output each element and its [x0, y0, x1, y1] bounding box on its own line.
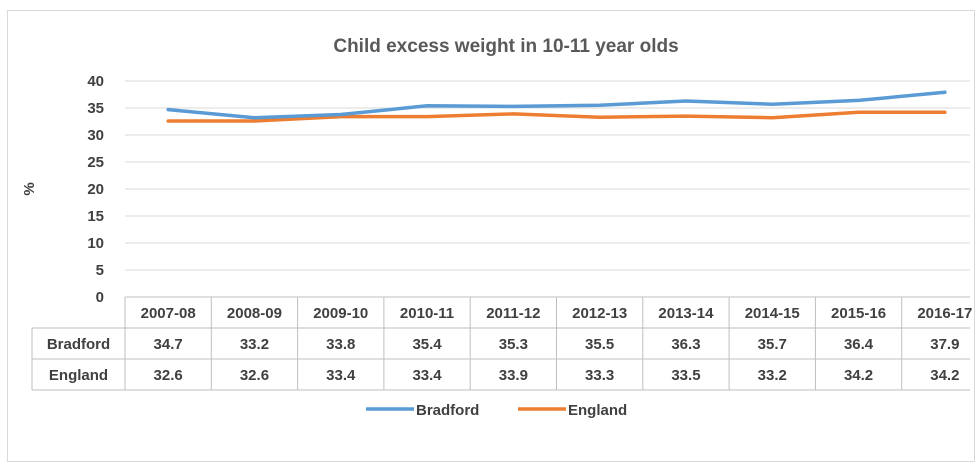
x-category-label: 2016-17	[917, 305, 972, 322]
table-value-bradford: 34.7	[154, 336, 183, 353]
x-category-label: 2012-13	[572, 305, 627, 322]
table-series-name: England	[49, 367, 108, 384]
chart-frame	[7, 10, 975, 462]
table-value-england: 34.2	[844, 367, 873, 384]
table-value-bradford: 33.2	[240, 336, 269, 353]
x-category-label: 2007-08	[141, 305, 196, 322]
y-tick-label: 35	[87, 100, 104, 117]
x-category-label: 2008-09	[227, 305, 282, 322]
table-value-england: 34.2	[930, 367, 959, 384]
table-value-bradford: 35.3	[499, 336, 528, 353]
chart-title: Child excess weight in 10-11 year olds	[333, 36, 678, 57]
table-value-england: 33.5	[671, 367, 700, 384]
table-value-england: 33.3	[585, 367, 614, 384]
y-tick-label: 0	[96, 289, 104, 306]
x-category-label: 2013-14	[658, 305, 714, 322]
x-category-label: 2009-10	[313, 305, 368, 322]
table-value-bradford: 35.5	[585, 336, 614, 353]
table-value-bradford: 33.8	[326, 336, 355, 353]
y-tick-label: 20	[87, 181, 104, 198]
y-tick-label: 25	[87, 154, 104, 171]
table-value-england: 32.6	[240, 367, 269, 384]
y-axis-label: %	[21, 182, 38, 195]
legend-label-bradford: Bradford	[416, 402, 479, 419]
table-value-bradford: 36.3	[671, 336, 700, 353]
table-value-england: 33.4	[326, 367, 356, 384]
y-tick-label: 5	[96, 262, 104, 279]
table-value-england: 33.2	[758, 367, 787, 384]
table-value-bradford: 36.4	[844, 336, 874, 353]
x-category-label: 2011-12	[486, 305, 540, 322]
y-tick-label: 30	[87, 127, 104, 144]
table-value-england: 33.9	[499, 367, 528, 384]
x-category-label: 2014-15	[745, 305, 800, 322]
series-line-bradford	[166, 90, 947, 120]
table-series-name: Bradford	[47, 336, 110, 353]
series-line-england	[166, 110, 947, 123]
table-value-bradford: 37.9	[930, 336, 959, 353]
y-tick-label: 10	[87, 235, 104, 252]
y-tick-label: 15	[87, 208, 104, 225]
table-value-bradford: 35.4	[412, 336, 442, 353]
table-value-england: 33.4	[412, 367, 442, 384]
table-value-england: 32.6	[154, 367, 183, 384]
y-tick-label: 40	[87, 73, 104, 90]
table-value-bradford: 35.7	[758, 336, 787, 353]
x-category-label: 2010-11	[400, 305, 454, 322]
x-category-label: 2015-16	[831, 305, 886, 322]
legend-label-england: England	[568, 402, 627, 419]
